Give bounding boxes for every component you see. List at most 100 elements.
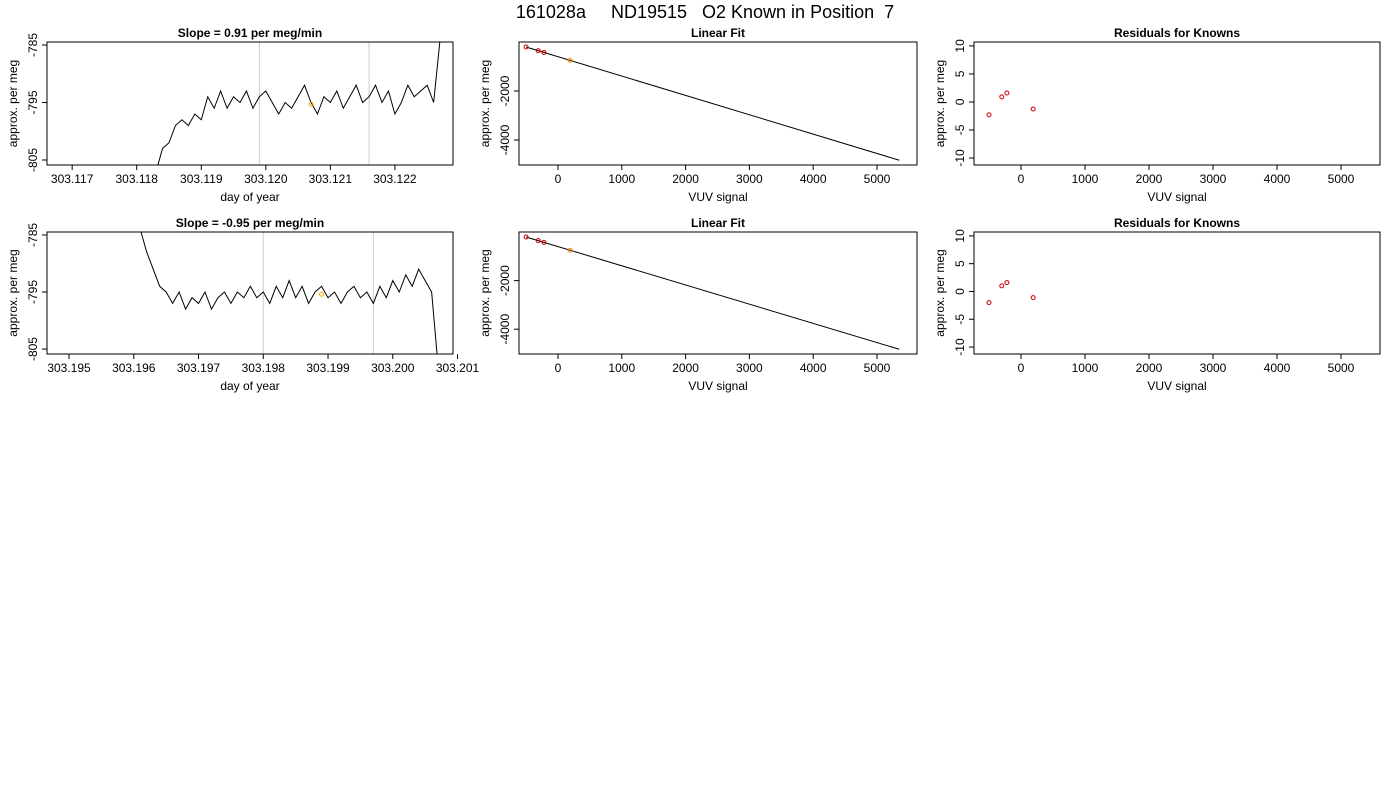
y-tick-label: -795 xyxy=(26,280,40,304)
x-tick-label: 4000 xyxy=(800,361,827,375)
x-tick-label: 5000 xyxy=(1328,172,1355,186)
y-tick-label: 10 xyxy=(953,229,967,243)
plot-frame xyxy=(46,231,454,355)
x-tick-label: 303.118 xyxy=(115,172,158,186)
x-tick-label: 3000 xyxy=(1200,172,1227,186)
plot-area xyxy=(157,42,441,165)
x-tick-label: 1000 xyxy=(1072,361,1099,375)
x-tick-label: 303.120 xyxy=(244,172,288,186)
data-line xyxy=(525,236,900,350)
y-tick-label: 5 xyxy=(953,70,967,77)
data-point xyxy=(535,238,541,244)
y-tick-label: -4000 xyxy=(498,124,512,155)
y-tick-label: -2000 xyxy=(498,265,512,296)
panel-title: Linear Fit xyxy=(691,26,745,40)
panel: Residuals for Knowns VUV signal approx. pe… xyxy=(933,26,1381,204)
data-line xyxy=(157,42,441,165)
data-point xyxy=(541,49,547,55)
x-tick-label: 4000 xyxy=(800,172,827,186)
x-tick-label: 5000 xyxy=(1328,361,1355,375)
data-point xyxy=(986,300,992,306)
figure-title: 161028a ND19515 O2 Known in Position 7 xyxy=(516,2,894,22)
data-point xyxy=(999,283,1005,289)
data-point xyxy=(541,239,547,245)
y-axis-label: approx. per meg xyxy=(478,249,492,336)
x-tick-label: 4000 xyxy=(1264,361,1291,375)
x-axis-label: day of year xyxy=(220,190,279,204)
y-axis-label: approx. per meg xyxy=(6,249,20,336)
x-tick-label: 1000 xyxy=(608,172,635,186)
y-tick-label: 0 xyxy=(953,288,967,295)
panel: Slope = 0.91 per meg/min day of year appro… xyxy=(6,26,454,204)
x-tick-label: 5000 xyxy=(864,361,891,375)
panel-title: Slope = -0.95 per meg/min xyxy=(176,216,324,230)
x-tick-label: 2000 xyxy=(672,361,699,375)
plot-area xyxy=(986,280,1036,306)
x-axis-label: VUV signal xyxy=(688,190,747,204)
panel: Residuals for Knowns VUV signal approx. pe… xyxy=(933,216,1381,393)
plot-area xyxy=(986,90,1036,118)
plot-area xyxy=(140,232,438,354)
plot-frame xyxy=(973,41,1381,166)
x-tick-label: 303.195 xyxy=(47,361,91,375)
x-tick-label: 5000 xyxy=(864,172,891,186)
x-tick-label: 4000 xyxy=(1264,172,1291,186)
y-axis-label: approx. per meg xyxy=(933,60,947,147)
x-tick-label: 1000 xyxy=(608,361,635,375)
data-point xyxy=(1030,295,1036,301)
x-tick-label: 303.201 xyxy=(436,361,480,375)
y-tick-label: -785 xyxy=(26,223,40,247)
y-tick-label: -805 xyxy=(26,337,40,361)
y-tick-label: -4000 xyxy=(498,314,512,345)
data-point xyxy=(986,112,992,118)
x-tick-label: 303.198 xyxy=(242,361,286,375)
data-point xyxy=(308,101,314,107)
y-tick-label: 0 xyxy=(953,98,967,105)
plot-frame xyxy=(46,41,454,166)
x-tick-label: 0 xyxy=(555,361,562,375)
x-tick-label: 3000 xyxy=(736,361,763,375)
x-tick-label: 0 xyxy=(1018,361,1025,375)
x-tick-label: 2000 xyxy=(1136,172,1163,186)
y-axis-label: approx. per meg xyxy=(478,60,492,147)
panel-title: Residuals for Knowns xyxy=(1114,26,1240,40)
panel-title: Slope = 0.91 per meg/min xyxy=(178,26,322,40)
x-tick-label: 1000 xyxy=(1072,172,1099,186)
plot-frame xyxy=(973,231,1381,355)
data-point xyxy=(523,44,529,50)
y-axis-label: approx. per meg xyxy=(6,60,20,147)
y-tick-label: -805 xyxy=(26,148,40,172)
data-point xyxy=(567,57,573,63)
x-tick-label: 2000 xyxy=(672,172,699,186)
x-tick-label: 3000 xyxy=(736,172,763,186)
x-tick-label: 303.197 xyxy=(177,361,221,375)
y-tick-label: 5 xyxy=(953,260,967,267)
x-tick-label: 303.121 xyxy=(309,172,353,186)
plot-area xyxy=(523,234,900,350)
data-line xyxy=(525,46,900,161)
panel-title: Residuals for Knowns xyxy=(1114,216,1240,230)
x-tick-label: 3000 xyxy=(1200,361,1227,375)
x-tick-label: 303.119 xyxy=(180,172,223,186)
y-tick-label: -5 xyxy=(953,314,967,325)
data-point xyxy=(523,234,529,240)
y-tick-label: -10 xyxy=(953,149,967,167)
y-tick-label: -10 xyxy=(953,338,967,356)
plot-frame xyxy=(518,231,918,355)
x-tick-label: 303.199 xyxy=(306,361,350,375)
panel: Linear Fit VUV signal approx. per meg 0 1000… xyxy=(478,216,918,393)
x-tick-label: 303.117 xyxy=(51,172,94,186)
y-tick-label: -5 xyxy=(953,124,967,135)
plot-area xyxy=(523,44,900,161)
data-line xyxy=(140,232,438,354)
data-point xyxy=(319,291,325,297)
panel-title: Linear Fit xyxy=(691,216,745,230)
panel: Linear Fit VUV signal approx. per meg 0 1000… xyxy=(478,26,918,204)
data-point xyxy=(1030,106,1036,112)
x-tick-label: 303.200 xyxy=(371,361,415,375)
data-point xyxy=(999,94,1005,100)
data-point xyxy=(1004,90,1010,96)
x-tick-label: 2000 xyxy=(1136,361,1163,375)
